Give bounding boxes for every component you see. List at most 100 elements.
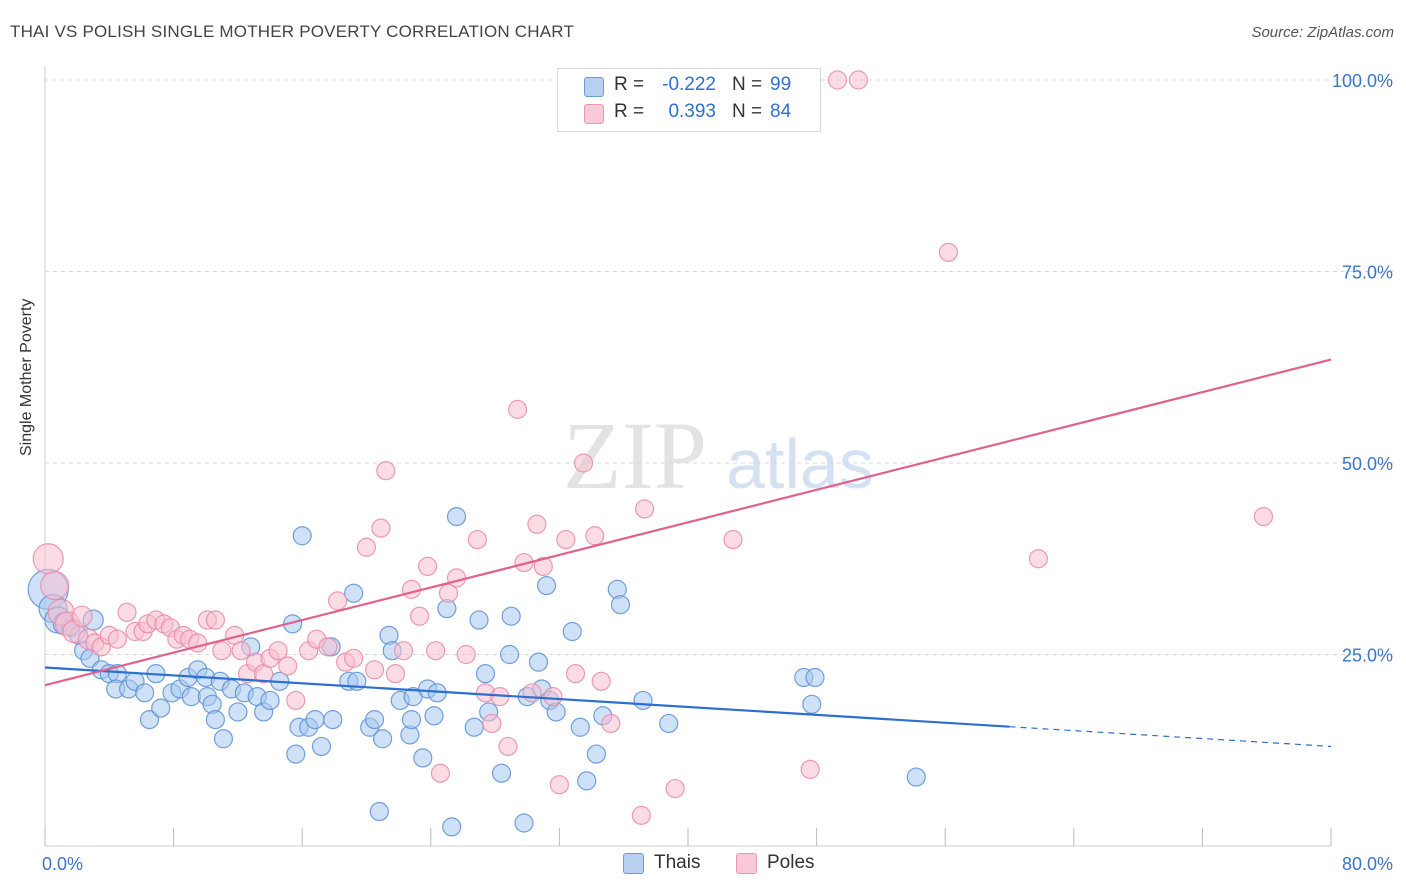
data-point [401, 710, 422, 730]
data-point [501, 606, 521, 626]
data-point [549, 775, 570, 795]
data-point [827, 70, 848, 90]
thais-legend-swatch [623, 853, 644, 874]
data-point [205, 710, 225, 730]
data-point [906, 767, 926, 787]
poles-trend-line [44, 358, 1332, 687]
chart-title: THAI VS POLISH SINGLE MOTHER POVERTY COR… [10, 22, 575, 41]
y-tick-label: 50.0% [1342, 454, 1393, 474]
data-point [292, 526, 312, 546]
data-point [181, 687, 201, 707]
data-point [327, 591, 348, 611]
data-point [1253, 507, 1274, 527]
data-point [467, 529, 488, 550]
data-point [268, 641, 288, 661]
y-tick-label: 75.0% [1342, 263, 1393, 283]
data-point [533, 556, 553, 577]
n-label: N = [732, 101, 763, 122]
data-point [543, 687, 563, 707]
r-value-thais: -0.222 [662, 74, 716, 95]
axes [44, 66, 1332, 847]
data-point [139, 710, 160, 730]
data-point [565, 664, 586, 684]
poles-legend-label: Poles [767, 852, 815, 873]
data-point [231, 641, 251, 661]
data-point [372, 729, 393, 749]
data-point [601, 713, 621, 734]
data-point [482, 713, 502, 734]
data-point [446, 568, 467, 588]
watermark-atlas: atlas [726, 425, 874, 503]
data-point [278, 656, 298, 676]
thais-legend-label: Thais [654, 852, 701, 873]
data-point [40, 570, 70, 601]
data-point [498, 736, 518, 757]
data-point [446, 507, 467, 527]
data-point [631, 805, 651, 825]
data-point [212, 641, 232, 661]
y-tick-label: 25.0% [1342, 646, 1393, 666]
data-point [107, 629, 127, 649]
data-point [522, 683, 542, 703]
data-point [371, 518, 391, 538]
thais-trend-extension [1009, 726, 1332, 748]
data-point [385, 664, 406, 684]
data-point [364, 710, 385, 730]
thais-swatch [584, 77, 604, 97]
data-point [536, 575, 557, 596]
data-point [577, 771, 597, 791]
data-point [527, 514, 547, 534]
data-point [499, 644, 520, 665]
gridlines [45, 79, 1395, 655]
data-point [344, 583, 364, 603]
tick-labels: 25.0% 50.0% 75.0% 100.0% 0.0% 80.0% [42, 71, 1393, 874]
data-point [659, 713, 679, 734]
n-value-thais: 99 [770, 74, 792, 95]
data-point [508, 399, 528, 419]
data-point [442, 817, 462, 837]
data-point [286, 744, 306, 764]
data-point [556, 529, 576, 550]
data-point [665, 778, 685, 799]
data-point [586, 744, 606, 764]
data-point [591, 671, 611, 691]
r-label: R = [614, 74, 645, 95]
data-point [344, 648, 364, 668]
y-tick-label: 100.0% [1332, 71, 1393, 91]
data-point [286, 690, 306, 711]
data-point [475, 664, 496, 684]
data-point [456, 644, 476, 665]
n-label: N = [732, 74, 763, 95]
x-tick-label: 80.0% [1342, 854, 1393, 874]
data-point [491, 763, 512, 783]
r-label: R = [614, 101, 645, 122]
data-point [364, 660, 385, 680]
data-point [318, 637, 338, 657]
y-axis-label: Single Mother Poverty [18, 298, 35, 456]
watermark: ZIP atlas [563, 402, 874, 509]
data-point [573, 453, 594, 473]
data-point [800, 759, 820, 780]
data-point [409, 606, 430, 626]
data-point [369, 801, 389, 822]
n-value-poles: 84 [770, 101, 792, 122]
data-point [723, 529, 743, 550]
data-point [634, 499, 655, 519]
data-point [802, 694, 822, 714]
source-label: Source: ZipAtlas.com [1251, 24, 1394, 41]
x-tick-label: 0.0% [42, 854, 83, 874]
data-point [393, 641, 414, 661]
data-point [848, 70, 868, 90]
poles-points [32, 70, 1274, 825]
data-point [430, 763, 451, 783]
data-point [71, 605, 93, 627]
data-point [135, 683, 155, 703]
data-point [1028, 549, 1049, 569]
data-point [151, 698, 171, 718]
data-point [464, 717, 484, 737]
data-point [356, 537, 377, 557]
data-point [633, 690, 653, 711]
data-point [426, 641, 446, 661]
poles-swatch [584, 104, 604, 124]
data-point [188, 633, 208, 653]
